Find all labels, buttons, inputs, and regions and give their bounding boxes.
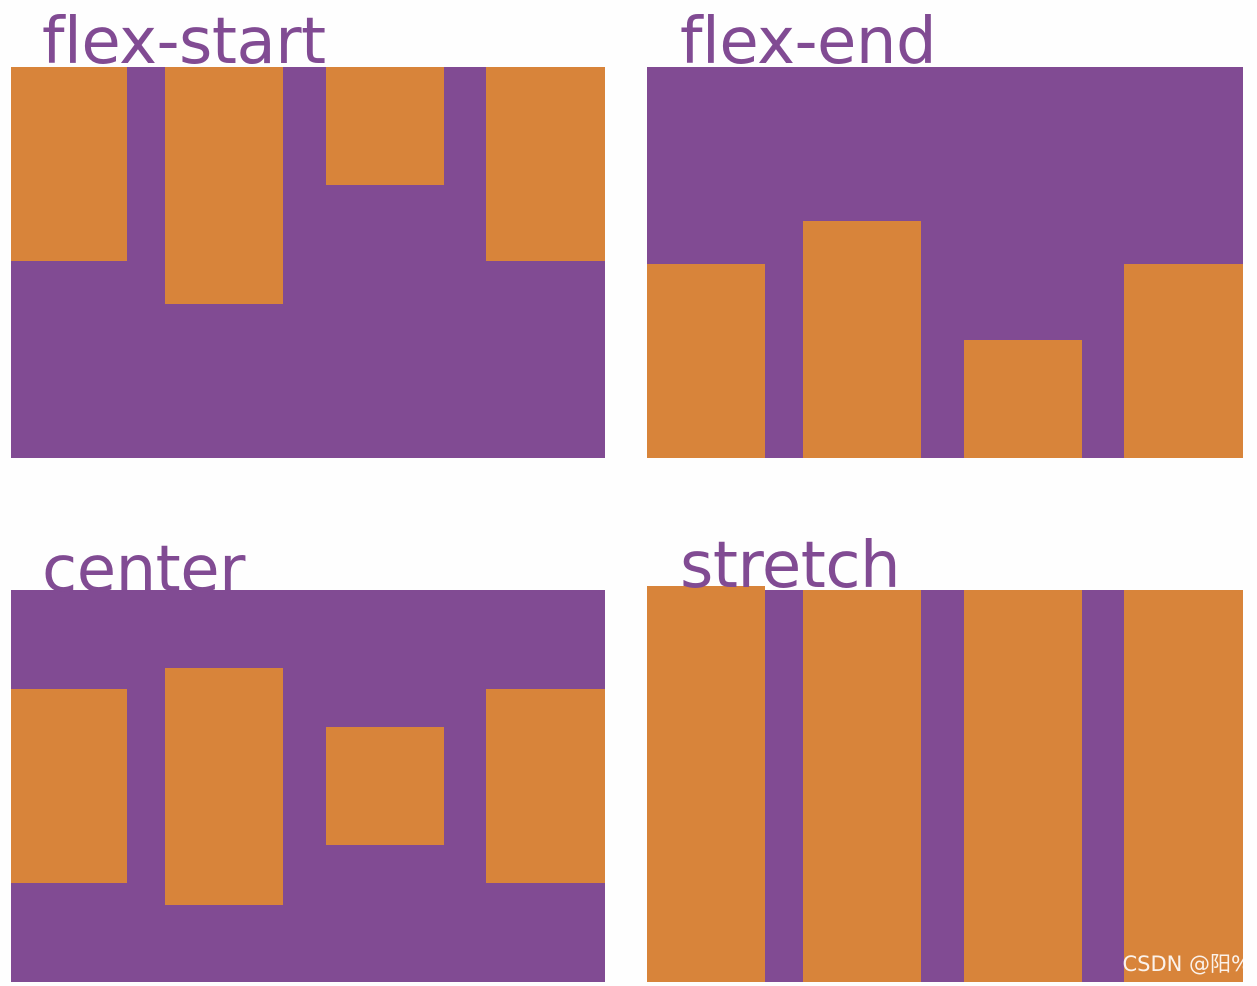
- flex-item: [165, 67, 283, 304]
- flex-item: [647, 264, 765, 458]
- flex-item: [964, 340, 1082, 458]
- flex-container: [647, 67, 1243, 458]
- flex-item: [326, 727, 444, 845]
- flex-container: [647, 586, 1243, 982]
- flex-item: [964, 590, 1082, 982]
- flex-item: [1124, 590, 1243, 982]
- flex-item: [11, 689, 127, 883]
- flex-item: [803, 590, 921, 982]
- flex-item: [486, 689, 605, 883]
- flex-item: [803, 221, 921, 458]
- flex-item: [486, 67, 605, 261]
- flex-container: [11, 590, 605, 982]
- flex-item: [326, 67, 444, 185]
- panel-title: center: [42, 533, 245, 607]
- panel-title: flex-end: [680, 5, 937, 79]
- flex-item: [647, 586, 765, 982]
- panel-title: flex-start: [42, 5, 326, 79]
- panel-title: stretch: [680, 529, 901, 603]
- flex-container: [11, 67, 605, 458]
- flex-item: [11, 67, 127, 261]
- watermark: CSDN @阳%: [1122, 952, 1251, 976]
- flex-item: [1124, 264, 1243, 458]
- flex-item: [165, 668, 283, 905]
